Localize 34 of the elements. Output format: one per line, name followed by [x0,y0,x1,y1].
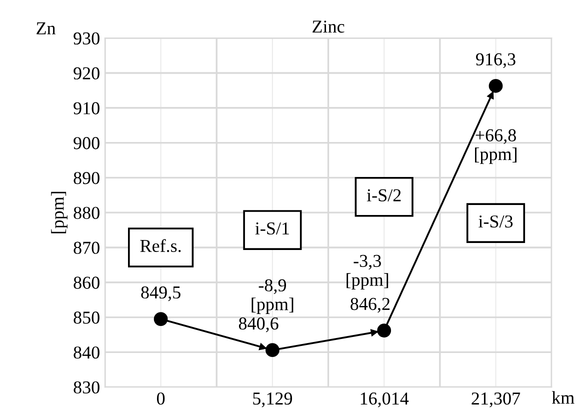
x-tick-label: 5,129 [253,392,292,408]
chart-title: Zinc [312,20,344,33]
data-label: 846,2 [350,298,390,313]
text: Zn [36,22,56,34]
annotation: +66,8 [ppm] [475,129,516,164]
data-label: 849,5 [141,286,180,302]
x-tick-label: 0 [156,392,165,405]
point [377,324,392,338]
point [154,312,168,326]
x-tick-label: 21,307 [472,392,520,408]
y-tick-label: 830 [74,381,100,394]
y-tick-label: 840 [74,346,100,359]
y-axis-title: [ppm] [51,192,68,234]
annotation: -3,3 [ppm] [346,254,388,290]
point [266,343,280,358]
x-axis-title: km [552,391,574,404]
y-tick-label: 930 [74,32,100,45]
data-label: 840,6 [238,317,278,332]
y-tick-label: 850 [74,312,100,324]
data-label: 916,3 [476,53,516,68]
y-tick-label: 910 [74,102,100,114]
annotation: i-S/1 [255,222,289,235]
x-tick-label: 16,014 [360,392,409,408]
annotation: i-S/2 [366,189,401,202]
annotation: i-S/3 [478,215,513,228]
y-tick-label: 900 [74,137,100,150]
y-tick-label: 890 [74,172,100,184]
annotation: Ref.s. [140,239,181,252]
y-tick-label: 870 [74,242,100,254]
y-tick-label: 860 [74,276,100,289]
point [488,78,503,93]
annotation: -8,9 [ppm] [252,279,294,314]
y-tick-label: 920 [74,67,100,80]
y-tick-label: 880 [74,206,100,220]
